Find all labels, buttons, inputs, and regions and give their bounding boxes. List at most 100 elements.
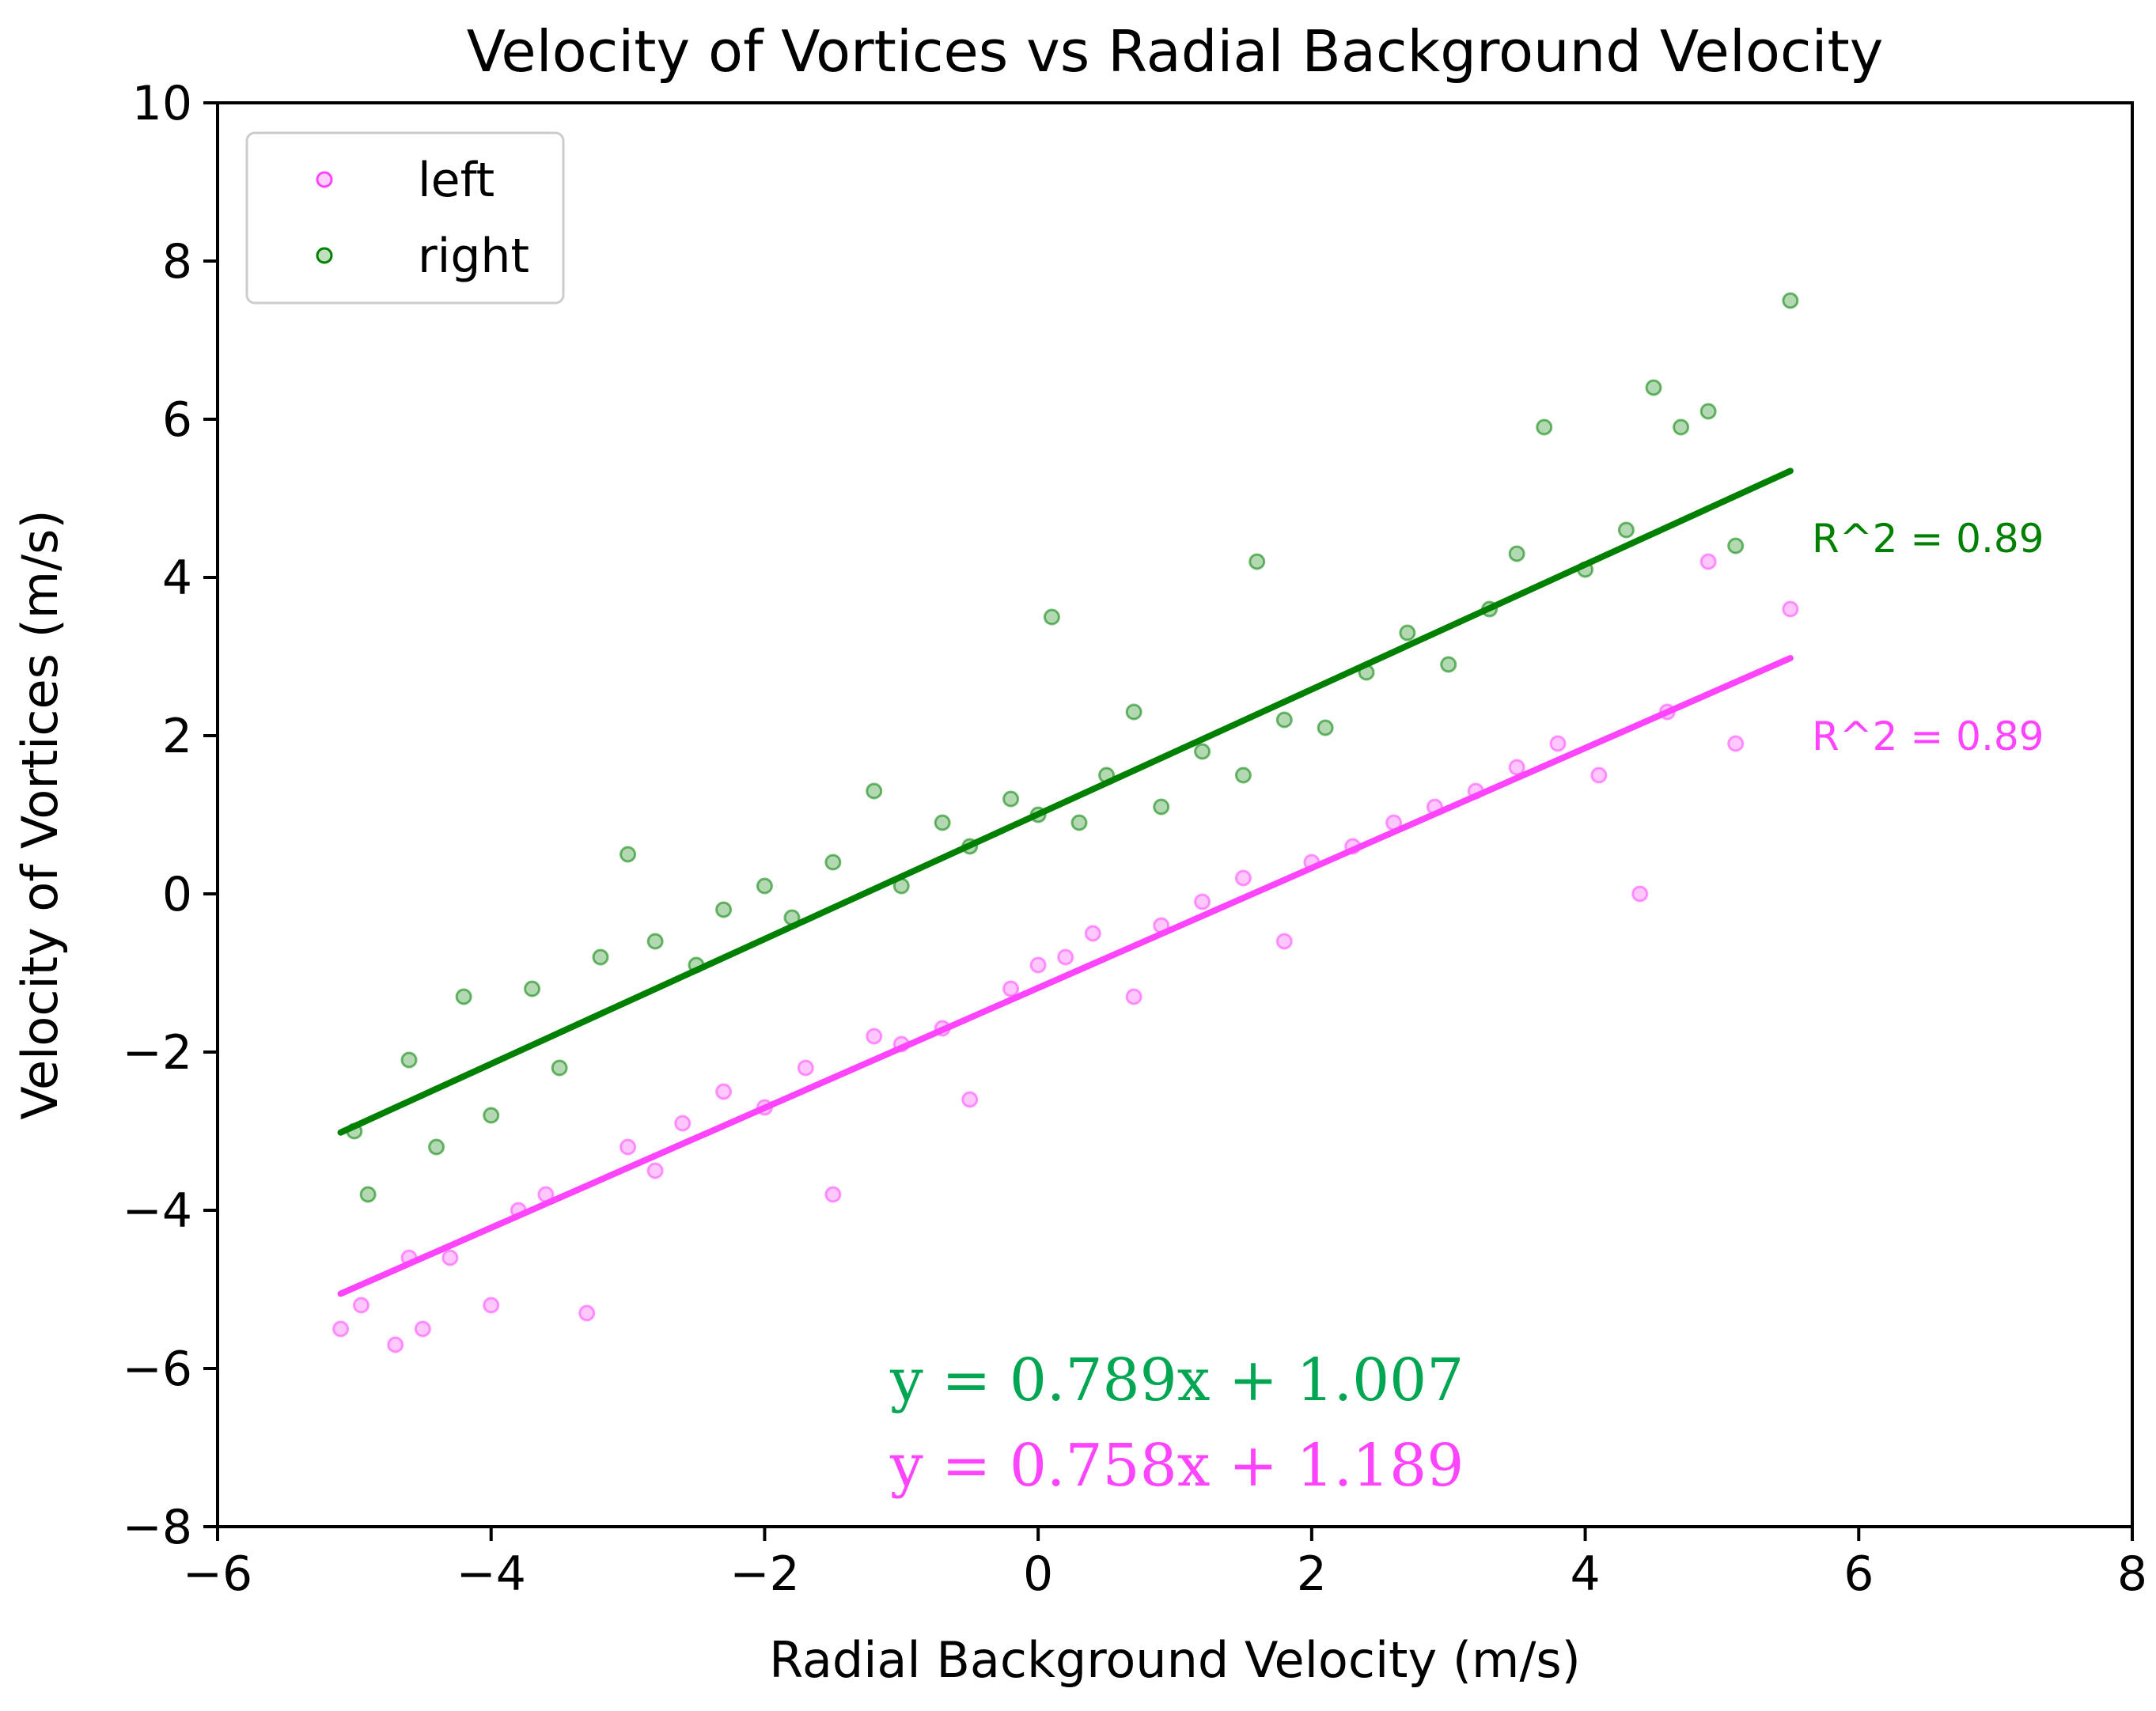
x-axis: −6 −4 −2 0 2 4 6 8 <box>183 1527 2147 1602</box>
scatter-point-left <box>1084 925 1101 942</box>
scatter-point-left <box>353 1296 369 1314</box>
y-tick-label: 0 <box>162 867 192 922</box>
scatter-point-right <box>824 854 842 871</box>
scatter-point-left <box>961 1091 979 1108</box>
fit-line-left <box>337 655 1794 1297</box>
y-tick-label: 4 <box>162 551 192 606</box>
scatter-point-right <box>1002 790 1020 808</box>
scatter-point-right <box>483 1107 500 1124</box>
chart-title: Velocity of Vortices vs Radial Backgroun… <box>467 18 1884 85</box>
scatter-point-right <box>1275 711 1293 729</box>
scatter-point-right <box>1440 656 1457 673</box>
y-tick-label: −8 <box>123 1500 192 1555</box>
scatter-point-right <box>1249 553 1266 570</box>
scatter-point-left <box>1631 885 1649 903</box>
scatter-point-left <box>1029 956 1047 974</box>
scatter-point-left <box>1125 988 1142 1005</box>
scatter-point-left <box>1549 735 1567 752</box>
scatter-point-right <box>1043 608 1060 626</box>
scatter-point-left <box>797 1059 814 1077</box>
scatter-point-left <box>1727 735 1745 752</box>
x-tick-label: 4 <box>1570 1546 1600 1602</box>
fit-equation-left: y = 0.758x + 1.189 <box>889 1432 1464 1500</box>
scatter-point-left <box>578 1304 596 1322</box>
legend-marker-left <box>316 171 333 188</box>
scatter-point-right <box>756 877 773 895</box>
scatter-point-right <box>551 1059 568 1077</box>
y-tick-label: 6 <box>162 392 192 448</box>
y-tick-label: 10 <box>132 76 192 131</box>
scatter-point-right <box>1699 403 1717 420</box>
scatter-point-left <box>1275 933 1293 950</box>
scatter-point-left <box>646 1162 664 1179</box>
scatter-point-left <box>1057 948 1074 966</box>
y-tick-label: −6 <box>123 1342 192 1397</box>
scatter-point-right <box>1317 719 1334 736</box>
legend-marker-right <box>316 247 333 264</box>
r2-label-right: R^2 = 0.89 <box>1812 516 2044 562</box>
fit-line-right <box>337 467 1794 1136</box>
scatter-point-right <box>1645 379 1662 396</box>
scatter-point-right <box>428 1138 445 1156</box>
x-tick-label: −6 <box>183 1546 252 1602</box>
x-tick-label: −2 <box>729 1546 799 1602</box>
x-tick-label: 2 <box>1297 1546 1327 1602</box>
legend-label-left: left <box>418 153 494 208</box>
scatter-point-right <box>1727 537 1745 555</box>
scatter-point-left <box>1590 767 1608 784</box>
scatter-point-left <box>866 1028 883 1045</box>
y-axis-title: Velocity of Vortices (m/s) <box>11 509 69 1119</box>
scatter-point-left <box>1234 869 1252 887</box>
fit-lines <box>337 467 1794 1297</box>
x-axis-title: Radial Background Velocity (m/s) <box>769 1631 1581 1689</box>
scatter-point-left <box>1508 759 1525 776</box>
y-tick-label: 2 <box>162 709 192 764</box>
scatter-point-right <box>646 933 664 950</box>
y-tick-label: 8 <box>162 234 192 290</box>
scatter-point-right <box>455 988 472 1005</box>
scatter-point-left <box>620 1138 637 1156</box>
scatter-point-right <box>866 782 883 800</box>
scatter-point-right <box>524 980 541 997</box>
x-tick-label: 6 <box>1843 1546 1874 1602</box>
scatter-point-right <box>1125 703 1142 721</box>
scatter-point-right <box>592 948 609 966</box>
scatter-point-right <box>934 814 951 831</box>
scatter-point-left <box>715 1083 733 1100</box>
scatter-point-left <box>441 1249 459 1266</box>
scatter-point-right <box>715 901 733 918</box>
scatter-point-left <box>387 1336 404 1353</box>
scatter-point-right <box>1234 767 1252 784</box>
scatter-point-left <box>1699 553 1717 570</box>
x-tick-label: 0 <box>1023 1546 1053 1602</box>
scatter-point-right <box>620 846 637 863</box>
x-tick-label: 8 <box>2117 1546 2147 1602</box>
scatter-point-right <box>1782 292 1799 309</box>
scatter-point-left <box>674 1115 692 1132</box>
scatter-point-left <box>824 1186 842 1203</box>
scatter-point-right <box>1194 743 1211 760</box>
legend-label-right: right <box>418 229 529 284</box>
legend-box <box>245 131 565 305</box>
y-tick-label: −4 <box>123 1183 192 1239</box>
plot-frame <box>216 101 2134 1528</box>
scatter-point-right <box>400 1051 418 1069</box>
scatter-point-right <box>1673 418 1690 436</box>
scatter-point-right <box>1070 814 1088 831</box>
fit-equation-right: y = 0.789x + 1.007 <box>889 1346 1464 1414</box>
points-layer <box>332 292 1799 1353</box>
scatter-point-left <box>332 1320 350 1338</box>
scatter-point-right <box>1617 521 1635 539</box>
x-tick-label: −4 <box>456 1546 525 1602</box>
scatter-point-left <box>483 1296 500 1314</box>
scatter-point-left <box>1002 980 1020 997</box>
scatter-point-left <box>1194 893 1211 910</box>
y-axis: −8 −6 −4 −2 0 2 4 6 8 10 <box>123 76 218 1555</box>
scatter-point-right <box>359 1186 377 1203</box>
y-tick-label: −2 <box>123 1025 192 1081</box>
scatter-point-right <box>1153 798 1170 816</box>
scatter-point-right <box>1399 624 1416 642</box>
scatter-point-right <box>1508 545 1525 562</box>
scatter-point-left <box>1782 600 1799 618</box>
